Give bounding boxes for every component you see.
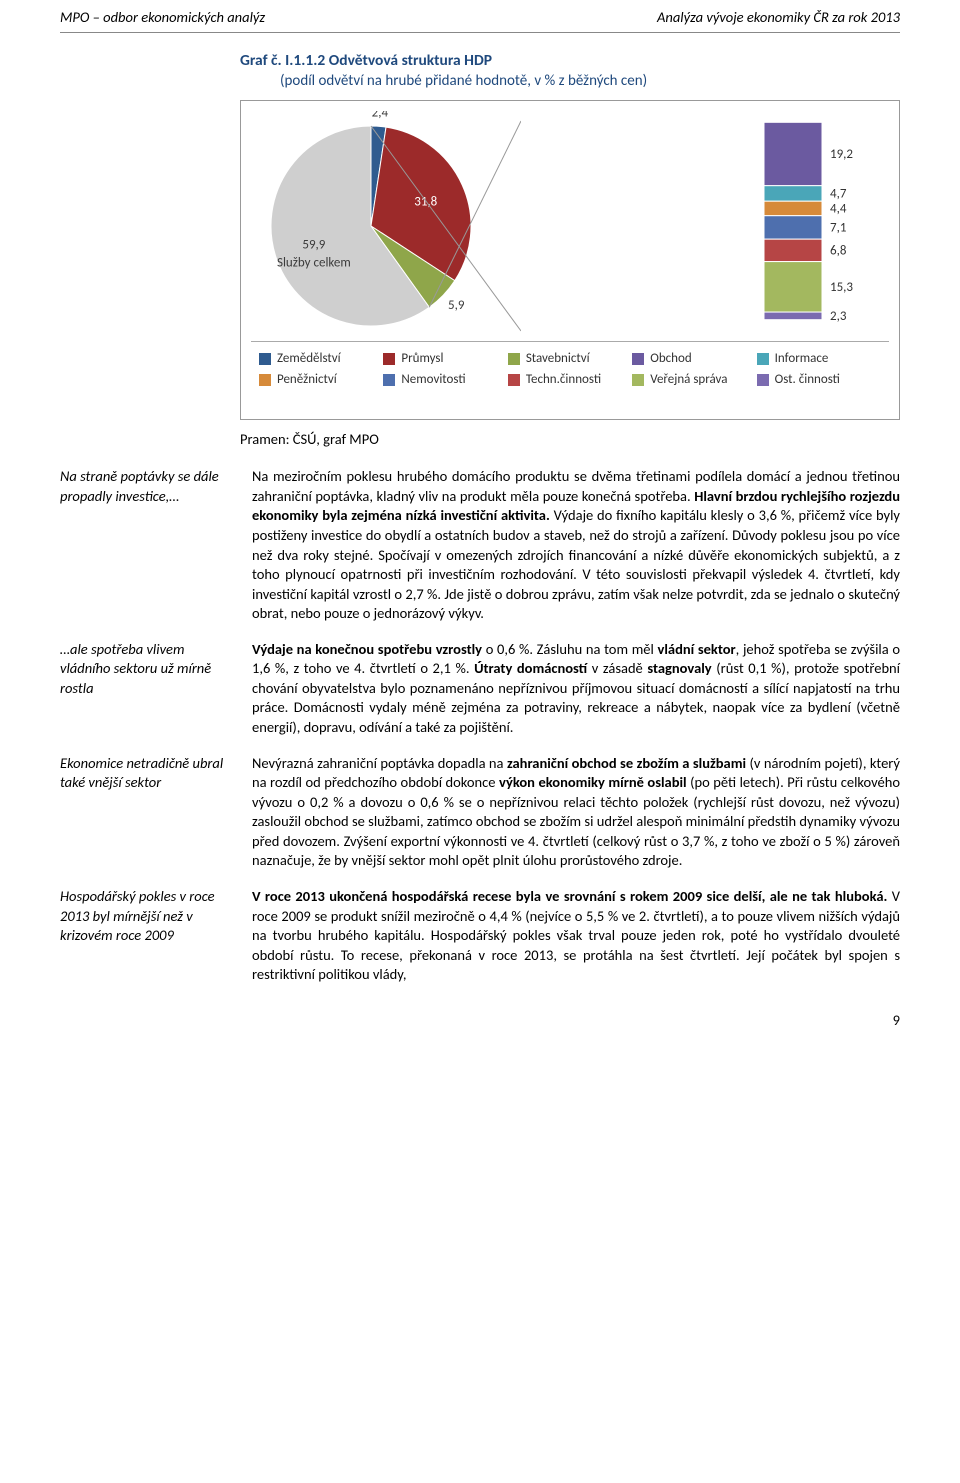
bar-value-label: 2,3 — [830, 309, 847, 324]
bar-segment — [764, 201, 822, 216]
chart-title: Graf č. I.1.1.2 Odvětvová struktura HDP — [240, 51, 900, 72]
legend-swatch — [632, 374, 644, 386]
legend-item: Obchod — [632, 350, 756, 368]
margin-note: …ale spotřeba vlivem vládního sektoru už… — [60, 640, 230, 754]
legend-label: Stavebnictví — [526, 350, 590, 368]
header-left: MPO – odbor ekonomických analýz — [60, 8, 265, 28]
stacked-bar: 19,2 4,74,4 7,1 6,8 15,3 2,3 — [759, 111, 879, 341]
bar-segment — [764, 215, 822, 238]
legend-swatch — [757, 353, 769, 365]
page-header: MPO – odbor ekonomických analýz Analýza … — [0, 0, 960, 32]
bar-segment — [764, 185, 822, 201]
legend-label: Průmysl — [401, 350, 443, 368]
body-paragraph: Na meziročním poklesu hrubého domácího p… — [252, 467, 900, 624]
bar-segment — [764, 261, 822, 311]
pie-value-label: 31,8 — [414, 194, 437, 209]
margin-note: Ekonomice netradičně ubral také vnější s… — [60, 754, 230, 887]
header-right: Analýza vývoje ekonomiky ČR za rok 2013 — [657, 8, 900, 28]
legend-label: Peněžnictví — [277, 371, 337, 389]
pie-slice-name: Služby celkem — [277, 255, 351, 270]
legend-swatch — [259, 353, 271, 365]
body-content: Na straně poptávky se dále propadly inve… — [0, 467, 960, 1001]
legend-label: Obchod — [650, 350, 691, 368]
legend-row: Zemědělství Průmysl Stavebnictví Obchod Info… — [251, 348, 889, 370]
legend-item: Veřejná správa — [632, 371, 756, 389]
legend-item: Techn.činnosti — [508, 371, 632, 389]
margin-note: Hospodářský pokles v roce 2013 byl mírně… — [60, 887, 230, 1001]
legend-label: Techn.činnosti — [526, 371, 601, 389]
legend-label: Ost. činnosti — [775, 371, 840, 389]
pie-value-label: 2,4 — [372, 111, 389, 120]
legend-label: Informace — [775, 350, 829, 368]
legend-item: Ost. činnosti — [757, 371, 881, 389]
bar-value-label: 6,8 — [830, 243, 847, 258]
header-rule — [60, 32, 900, 33]
legend-swatch — [757, 374, 769, 386]
bar-segment — [764, 239, 822, 261]
legend-swatch — [383, 374, 395, 386]
margin-note: Na straně poptávky se dále propadly inve… — [60, 467, 230, 640]
legend-label: Nemovitosti — [401, 371, 465, 389]
pie-value-label: 59,9 — [302, 237, 325, 252]
body-paragraph: Nevýrazná zahraniční poptávka dopadla na… — [252, 754, 900, 871]
bar-value-label: 15,3 — [830, 280, 853, 295]
legend-label: Zemědělství — [277, 350, 341, 368]
body-paragraph: V roce 2013 ukončená hospodářská recese … — [252, 887, 900, 985]
pie-chart: 2,4 31,8 5,9 59,9 Služby celkem — [261, 111, 521, 341]
legend-swatch — [508, 374, 520, 386]
chart-container: 2,4 31,8 5,9 59,9 Služby celkem 19,2 4,74,4 7,… — [240, 100, 900, 420]
legend-label: Veřejná správa — [650, 371, 727, 389]
legend-swatch — [632, 353, 644, 365]
bar-value-label: 4,7 — [830, 186, 847, 201]
chart-legend: Zemědělství Průmysl Stavebnictví Obchod Info… — [251, 341, 889, 391]
legend-item: Průmysl — [383, 350, 507, 368]
pie-value-label: 5,9 — [448, 298, 465, 313]
chart-area: 2,4 31,8 5,9 59,9 Služby celkem 19,2 4,74,4 7,… — [251, 111, 889, 341]
legend-swatch — [383, 353, 395, 365]
bar-value-label: 4,4 — [830, 201, 847, 216]
chart-source: Pramen: ČSÚ, graf MPO — [240, 430, 900, 450]
legend-swatch — [259, 374, 271, 386]
bar-value-label: 7,1 — [830, 220, 846, 235]
bar-value-label: 19,2 — [830, 147, 853, 162]
legend-item: Zemědělství — [259, 350, 383, 368]
chart-subtitle: (podíl odvětví na hrubé přidané hodnotě,… — [280, 71, 900, 91]
legend-swatch — [508, 353, 520, 365]
legend-item: Informace — [757, 350, 881, 368]
bar-segment — [764, 122, 822, 185]
legend-item: Nemovitosti — [383, 371, 507, 389]
page-number: 9 — [893, 1011, 900, 1031]
legend-row: Peněžnictví Nemovitosti Techn.činnosti Veře… — [251, 369, 889, 391]
bar-segment — [764, 312, 822, 320]
legend-item: Stavebnictví — [508, 350, 632, 368]
body-paragraph: Výdaje na konečnou spotřebu vzrostly o 0… — [252, 640, 900, 738]
legend-item: Peněžnictví — [259, 371, 383, 389]
